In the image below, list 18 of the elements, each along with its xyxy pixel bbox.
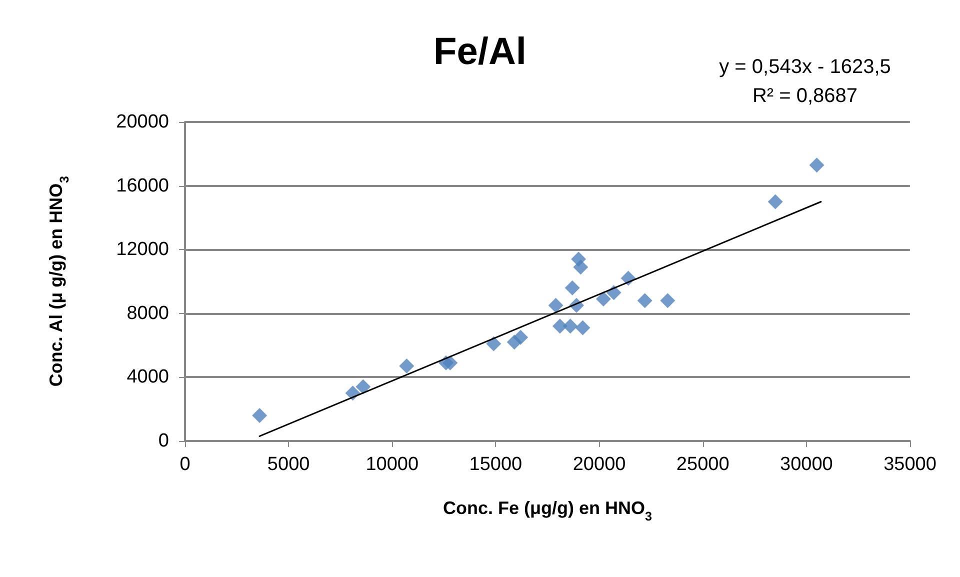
x-tick-label: 20000 [572, 454, 626, 475]
chart-title: Fe/Al [434, 31, 526, 73]
y-tick-label: 0 [158, 430, 169, 452]
y-tick-label: 8000 [126, 302, 169, 324]
x-tick-label: 10000 [366, 454, 419, 475]
y-tick-label: 20000 [116, 112, 169, 132]
y-axis-title: Conc. Al (μ g/g) en HNO3 [46, 176, 72, 387]
x-tick-label: 15000 [469, 454, 522, 475]
text: y = 0,543x - 1623,5 [719, 56, 891, 78]
x-tick-label: 0 [180, 454, 190, 475]
text: R² = 0,8687 [752, 85, 858, 107]
y-tick-label: 12000 [116, 239, 169, 260]
x-tick-label: 25000 [676, 454, 730, 475]
x-tick-label: 35000 [884, 454, 936, 475]
y-tick-label: 4000 [126, 366, 169, 388]
y-tick-label: 16000 [116, 175, 169, 196]
x-tick-label: 5000 [267, 454, 310, 475]
x-tick-label: 30000 [780, 454, 833, 475]
